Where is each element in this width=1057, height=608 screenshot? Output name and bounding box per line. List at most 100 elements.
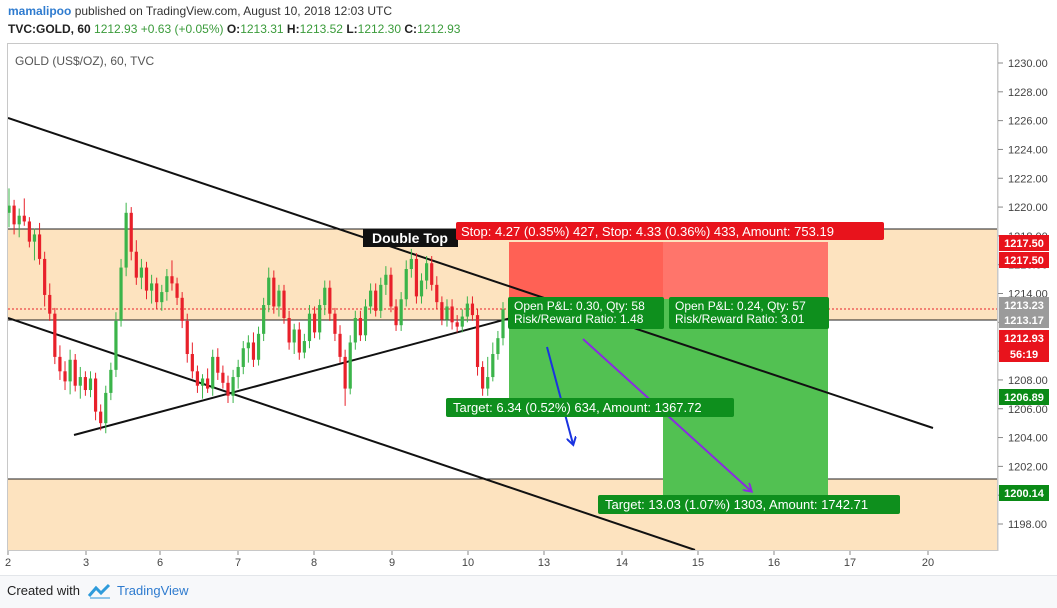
candle-body <box>312 313 317 333</box>
candle-body <box>455 322 459 327</box>
candle <box>445 299 449 327</box>
candle <box>144 261 149 300</box>
candle-body <box>160 292 164 303</box>
candle <box>450 299 454 330</box>
price-badge-text: 1217.50 <box>1004 238 1044 250</box>
created-with-text: Created with <box>7 583 80 598</box>
candle <box>368 283 373 314</box>
candle-body <box>363 306 368 336</box>
target-2-label[interactable]: Target: 13.03 (1.07%) 1303, Amount: 1742… <box>598 495 900 514</box>
candle <box>246 335 250 363</box>
candle <box>481 361 485 396</box>
candle <box>302 333 306 359</box>
time-tick-label: 6 <box>157 557 163 569</box>
candle-body <box>348 342 352 389</box>
stop-label[interactable]: Stop: 4.27 (0.35%) 427, Stop: 4.33 (0.36… <box>456 222 884 240</box>
candle-body <box>53 313 57 357</box>
candle-body <box>501 309 505 339</box>
time-tick-label: 14 <box>616 557 628 569</box>
candle <box>363 299 368 342</box>
price-badge-bg <box>999 312 1049 328</box>
double-top-text: Double Top <box>372 230 448 246</box>
candle-body <box>419 280 424 297</box>
time-axis[interactable]: 2 3 6 7 8 9 10 13 14 15 16 17 20 <box>5 551 998 575</box>
candle-body <box>195 371 200 386</box>
tradingview-link[interactable]: TradingView <box>117 583 189 598</box>
position-1-label[interactable]: Open P&L: 0.30, Qty: 58 Risk/Reward Rati… <box>508 297 664 329</box>
candle <box>470 296 475 321</box>
price-badge: 1213.17 <box>999 312 1049 328</box>
candle-body <box>292 329 296 343</box>
candle <box>139 258 144 290</box>
price-badge: 1217.50 <box>999 235 1049 251</box>
candle-body <box>496 338 500 355</box>
candle-body <box>302 341 306 353</box>
candle <box>185 313 189 363</box>
candle-body <box>104 392 108 424</box>
candle <box>419 273 424 304</box>
candle-body <box>190 354 194 372</box>
candle <box>68 349 72 395</box>
price-axis-labels: 1217.50 1217.50 1213.23 1213.17 1212.93 56:19… <box>999 235 1049 501</box>
candle <box>348 335 352 395</box>
candle-body <box>32 234 37 242</box>
candle <box>93 372 98 421</box>
candle-body <box>384 274 388 285</box>
candle-body <box>389 274 393 307</box>
price-chart[interactable]: Double Top Stop: 4.27 (0.35%) 427, Stop:… <box>0 0 1057 575</box>
target-1-text: Target: 6.34 (0.52%) 634, Amount: 1367.7… <box>453 400 702 415</box>
candle <box>312 306 317 339</box>
candle-body <box>124 212 128 268</box>
candle-body <box>256 333 261 360</box>
candle-body <box>318 305 322 333</box>
stop-zone-1 <box>509 242 663 299</box>
candle-body <box>216 356 220 373</box>
candle <box>190 342 194 379</box>
time-tick-label: 9 <box>389 557 395 569</box>
target-1-label[interactable]: Target: 6.34 (0.52%) 634, Amount: 1367.7… <box>446 398 734 417</box>
candle <box>221 365 225 389</box>
candle <box>99 404 103 431</box>
candle-body <box>251 342 256 360</box>
candle-body <box>180 297 184 321</box>
rising-trend-line <box>73 299 579 436</box>
candle <box>318 299 322 340</box>
high-label: H: <box>286 22 300 36</box>
candle <box>48 283 52 321</box>
candle-body <box>475 315 480 367</box>
candle <box>358 310 363 342</box>
tradingview-logo-icon[interactable] <box>87 582 113 600</box>
candle-body <box>246 342 250 349</box>
footer: Created with TradingView <box>0 575 1057 608</box>
candle-body <box>83 377 87 391</box>
candle <box>17 208 21 238</box>
candle <box>200 374 205 399</box>
support-zone <box>8 479 997 550</box>
candle <box>226 375 230 403</box>
candle-body <box>129 212 133 252</box>
candle <box>399 292 403 331</box>
candle-body <box>414 258 419 297</box>
time-tick-label: 3 <box>83 557 89 569</box>
candle-body <box>109 369 113 393</box>
double-top-label[interactable]: Double Top <box>363 229 458 247</box>
price-badge-bg <box>999 330 1049 346</box>
price-badge: 1200.14 <box>999 485 1049 501</box>
candle-body <box>440 302 444 320</box>
candle <box>272 270 276 314</box>
author-name[interactable]: mamalipoo <box>8 4 72 18</box>
position-2-label[interactable]: Open P&L: 0.24, Qty: 57 Risk/Reward Rati… <box>669 297 829 329</box>
candle-body <box>78 377 82 386</box>
candle <box>206 368 210 393</box>
candle-body <box>37 234 42 259</box>
candle <box>338 325 342 363</box>
candle-body <box>114 320 118 370</box>
candle-body <box>22 215 26 222</box>
price-badge-bg <box>999 346 1049 362</box>
candle <box>32 228 37 261</box>
candle <box>323 280 327 316</box>
price-badge-text: 1206.89 <box>1004 392 1044 404</box>
candle <box>129 207 133 261</box>
candle-body <box>343 356 347 389</box>
candle-body <box>165 276 169 293</box>
